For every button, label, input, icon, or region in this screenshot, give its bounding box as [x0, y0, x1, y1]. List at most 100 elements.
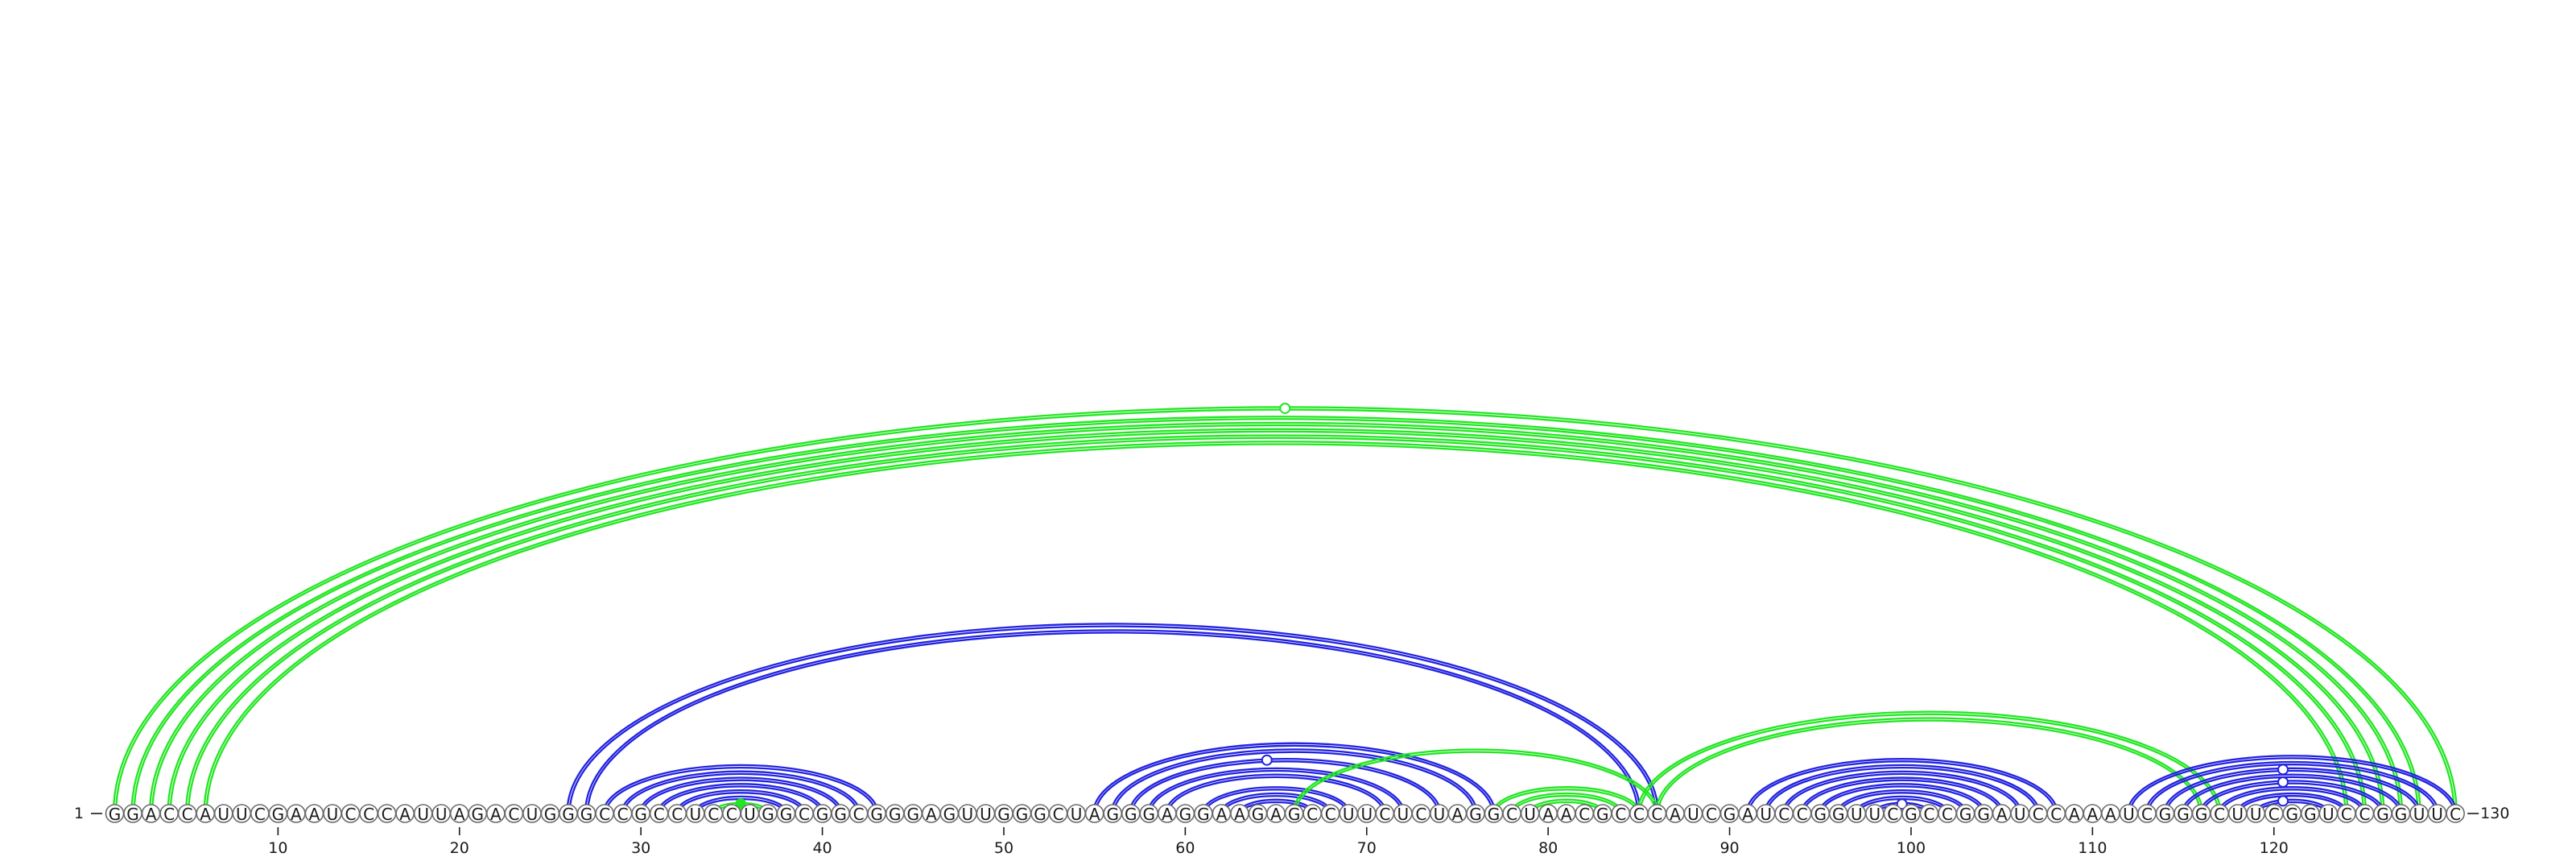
- nucleotide: C: [2028, 804, 2048, 824]
- nucleotide: A: [1992, 804, 2012, 824]
- nucleotide-letter: G: [562, 805, 575, 824]
- sequence-end-label: 130: [2480, 805, 2509, 822]
- base-pair-arc: [1763, 764, 2041, 814]
- base-pair-arc: [2217, 786, 2368, 814]
- arc-line: [148, 421, 2404, 814]
- nucleotide: U: [1520, 804, 1540, 824]
- arc-line: [1095, 744, 1494, 814]
- base-pair-arc: [602, 764, 879, 814]
- nucleotide-letter: G: [544, 805, 557, 824]
- arc-line: [1131, 760, 1439, 814]
- nucleotide-letter: A: [1234, 805, 1245, 824]
- nucleotide: G: [1103, 804, 1122, 824]
- nucleotide: G: [631, 804, 650, 824]
- nucleotide-letter: C: [1887, 805, 1898, 824]
- arc-line: [2145, 760, 2440, 814]
- nucleotide-letter: G: [1034, 805, 1046, 824]
- arc-line: [1802, 779, 2002, 814]
- nucleotide: G: [1829, 804, 1848, 824]
- nucleotide: C: [377, 804, 397, 824]
- nucleotide-letter: C: [1379, 805, 1390, 824]
- nucleotide-letter: C: [654, 805, 665, 824]
- nucleotide-letter: U: [1343, 805, 1355, 824]
- base-pair-arc: [1637, 710, 2222, 814]
- nucleotide-letter: G: [1197, 805, 1210, 824]
- base-pair-arc: [638, 776, 843, 814]
- nucleotide-letter: U: [2014, 805, 2026, 824]
- nucleotide: G: [1139, 804, 1159, 824]
- arc-line: [1654, 717, 2204, 814]
- base-pair-arc: [675, 789, 807, 814]
- nucleotide-letter: A: [1270, 805, 1282, 824]
- nucleotide: G: [1592, 804, 1612, 824]
- arc-line: [656, 783, 825, 814]
- arc-line: [1781, 770, 2022, 814]
- nucleotide: G: [867, 804, 886, 824]
- nucleotide-letter: C: [254, 805, 266, 824]
- nucleotide: G: [1012, 804, 1032, 824]
- arc-line: [2219, 789, 2365, 814]
- arc-line: [1820, 785, 1984, 814]
- nucleotide: A: [2083, 804, 2103, 824]
- nucleotide-letter: C: [363, 805, 374, 824]
- nucleotide-letter: C: [671, 805, 683, 824]
- arc-marker: [2277, 795, 2289, 807]
- arc-line: [1128, 757, 1442, 814]
- nucleotide: U: [2427, 804, 2447, 824]
- nucleotide-letter: C: [1053, 805, 1064, 824]
- nucleotide: G: [812, 804, 832, 824]
- nucleotide: U: [1847, 804, 1867, 824]
- arc-line: [1657, 719, 2202, 814]
- nucleotide: G: [758, 804, 778, 824]
- nucleotide: A: [922, 804, 941, 824]
- nucleotide: A: [449, 804, 469, 824]
- nucleotide: G: [939, 804, 960, 824]
- nucleotide: U: [1356, 804, 1377, 824]
- arc-line: [1637, 710, 2222, 814]
- base-pair-arc: [1165, 773, 1388, 814]
- nucleotide: G: [468, 804, 488, 824]
- nucleotide: C: [2210, 804, 2229, 824]
- arc-line: [602, 764, 879, 814]
- arc-line: [586, 631, 1639, 814]
- nucleotide-letter: G: [870, 805, 883, 824]
- nucleotide-letter: G: [889, 805, 902, 824]
- nucleotide: A: [2065, 804, 2084, 824]
- arc-line: [2162, 767, 2421, 814]
- nucleotide: G: [559, 804, 578, 824]
- nucleotide-letter: U: [744, 805, 756, 824]
- arc-line: [1149, 769, 1403, 814]
- arc-line: [133, 418, 2419, 814]
- nucleotide-letter: G: [1724, 805, 1736, 824]
- nucleotide-circle: [2446, 804, 2465, 823]
- nucleotide: U: [1683, 804, 1703, 824]
- nucleotide-letter: G: [1106, 805, 1119, 824]
- base-pair-arc: [2126, 755, 2458, 814]
- arc-line: [641, 779, 840, 814]
- nucleotide-letter: G: [907, 805, 920, 824]
- tick-label: 20: [450, 839, 469, 857]
- base-pair-arcs: [112, 406, 2458, 814]
- nucleotide-letter: A: [1670, 805, 1681, 824]
- nucleotide: U: [2227, 804, 2248, 824]
- nucleotide: C: [1774, 804, 1794, 824]
- nucleotide-letter: U: [2413, 805, 2425, 824]
- nucleotide: A: [1538, 804, 1558, 824]
- nucleotide-letter: A: [1216, 805, 1228, 824]
- nucleotide-letter: U: [1760, 805, 1772, 824]
- nucleotide-letter: G: [1179, 805, 1192, 824]
- nucleotide: G: [1175, 804, 1195, 824]
- nucleotide-letter: C: [2268, 805, 2280, 824]
- nucleotide-letter: C: [2341, 805, 2352, 824]
- nucleotide: C: [795, 804, 814, 824]
- nucleotide: U: [1339, 804, 1359, 824]
- nucleotide-letter: C: [1778, 805, 1790, 824]
- nucleotide: C: [2264, 804, 2284, 824]
- nucleotide-letter: C: [853, 805, 865, 824]
- nucleotide: U: [323, 804, 342, 824]
- nucleotide-letter: C: [2033, 805, 2044, 824]
- nucleotide: G: [1974, 804, 1993, 824]
- nucleotide-letter: U: [962, 805, 974, 824]
- position-ticks: 10 20 30 40 50 60 70 80 90 100 110 120: [268, 827, 2289, 857]
- tick-label: 100: [1897, 839, 1926, 857]
